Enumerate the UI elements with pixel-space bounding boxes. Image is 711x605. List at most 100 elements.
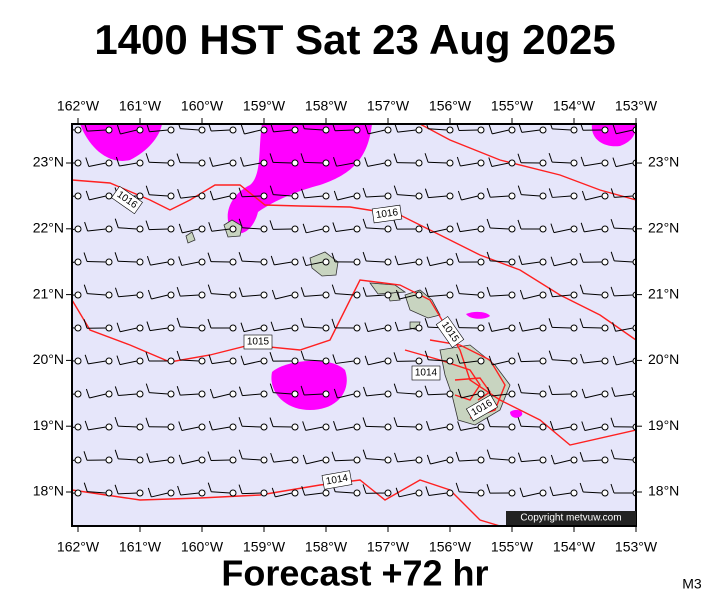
- barb-station: [230, 391, 236, 397]
- barb-station: [292, 127, 298, 133]
- barb-station: [75, 193, 81, 199]
- lat-label: 21°N: [33, 285, 64, 301]
- barb-station: [447, 391, 453, 397]
- barb-station: [354, 325, 360, 331]
- barb-station: [602, 127, 608, 133]
- barb-station: [571, 490, 577, 496]
- barb-station: [447, 490, 453, 496]
- barb-station: [509, 127, 515, 133]
- barb-shaft: [397, 426, 416, 427]
- barb-station: [261, 424, 267, 430]
- lon-label: 157°W: [367, 98, 410, 114]
- isobar-label-text: 1014: [415, 368, 438, 379]
- isobar-label: 1015: [244, 335, 272, 349]
- barb-station: [323, 358, 329, 364]
- barb-station: [540, 457, 546, 463]
- barb-station: [199, 127, 205, 133]
- lat-label: 21°N: [648, 285, 679, 301]
- barb-station: [261, 160, 267, 166]
- barb-station: [199, 457, 205, 463]
- barb-flag: [53, 318, 56, 327]
- barb-station: [323, 391, 329, 397]
- barb-station: [323, 490, 329, 496]
- barb-station: [416, 259, 422, 265]
- barb-station: [571, 391, 577, 397]
- barb-station: [509, 226, 515, 232]
- barb-station: [75, 325, 81, 331]
- barb-station: [261, 391, 267, 397]
- barb-station: [230, 292, 236, 298]
- barb-shaft: [118, 261, 137, 262]
- barb-station: [292, 259, 298, 265]
- barb-station: [416, 127, 422, 133]
- barb-station: [75, 457, 81, 463]
- barb-station: [137, 127, 143, 133]
- lon-label: 155°W: [491, 539, 534, 555]
- barb-station: [540, 424, 546, 430]
- barb-station: [385, 457, 391, 463]
- barb-station: [292, 391, 298, 397]
- lon-label: 154°W: [553, 539, 596, 555]
- barb-station: [323, 127, 329, 133]
- barb-station: [168, 358, 174, 364]
- barb-station: [323, 193, 329, 199]
- barb-station: [199, 292, 205, 298]
- barb-station: [602, 160, 608, 166]
- barb-station: [354, 292, 360, 298]
- barb-station: [602, 193, 608, 199]
- barb-station: [478, 358, 484, 364]
- barb-station: [168, 424, 174, 430]
- barb-station: [447, 358, 453, 364]
- barb-station: [137, 160, 143, 166]
- barb-station: [602, 226, 608, 232]
- barb-station: [292, 424, 298, 430]
- barb-station: [75, 358, 81, 364]
- lon-label: 161°W: [119, 98, 162, 114]
- barb-station: [106, 226, 112, 232]
- barb-station: [571, 160, 577, 166]
- lon-label: 154°W: [553, 98, 596, 114]
- barb-station: [571, 457, 577, 463]
- barb-station: [106, 490, 112, 496]
- barb-station: [385, 424, 391, 430]
- barb-station: [354, 193, 360, 199]
- barb-station: [447, 160, 453, 166]
- barb-shaft: [552, 327, 571, 328]
- lon-label: 160°W: [181, 98, 224, 114]
- barb-station: [230, 358, 236, 364]
- barb-station: [447, 127, 453, 133]
- barb-shaft: [149, 229, 168, 230]
- barb-station: [354, 391, 360, 397]
- lon-label: 159°W: [243, 98, 286, 114]
- barb-station: [602, 457, 608, 463]
- barb-station: [416, 226, 422, 232]
- barb-station: [509, 292, 515, 298]
- barb-station: [478, 226, 484, 232]
- barb-station: [416, 292, 422, 298]
- barb-station: [106, 457, 112, 463]
- map-code: M3: [682, 576, 702, 592]
- barb-station: [261, 259, 267, 265]
- barb-station: [75, 160, 81, 166]
- barb-station: [168, 391, 174, 397]
- barb-station: [292, 292, 298, 298]
- barb-station: [168, 160, 174, 166]
- barb-station: [447, 259, 453, 265]
- barb-station: [354, 127, 360, 133]
- barb-station: [230, 193, 236, 199]
- barb-station: [478, 160, 484, 166]
- barb-station: [323, 325, 329, 331]
- lat-label: 19°N: [33, 417, 64, 433]
- barb-station: [137, 424, 143, 430]
- barb-station: [602, 325, 608, 331]
- barb-station: [292, 160, 298, 166]
- lon-label: 160°W: [181, 539, 224, 555]
- barb-station: [354, 160, 360, 166]
- barb-station: [323, 457, 329, 463]
- barb-station: [509, 358, 515, 364]
- barb-station: [261, 226, 267, 232]
- barb-station: [571, 127, 577, 133]
- barb-station: [230, 259, 236, 265]
- isobar-label-text: 1015: [247, 337, 270, 348]
- forecast-label: Forecast +72 hr: [221, 553, 488, 594]
